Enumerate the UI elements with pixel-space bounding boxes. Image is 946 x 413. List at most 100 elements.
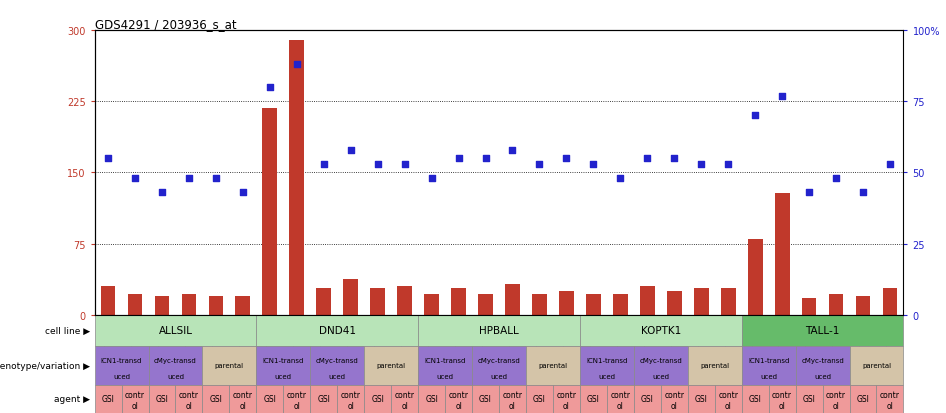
Bar: [747, 239, 762, 315]
Bar: [478, 294, 493, 315]
Bar: [370, 288, 385, 315]
Text: cell line ▶: cell line ▶: [44, 326, 90, 335]
Point: [182, 175, 197, 182]
Bar: [310, 346, 364, 385]
Text: ICN1-transd: ICN1-transd: [101, 358, 142, 363]
Bar: [532, 294, 547, 315]
Point: [801, 190, 816, 196]
Point: [639, 155, 655, 162]
Text: GSI: GSI: [533, 394, 546, 403]
Text: uced: uced: [437, 373, 453, 379]
Text: GSI: GSI: [101, 394, 114, 403]
Bar: [451, 288, 466, 315]
Bar: [607, 385, 634, 413]
Point: [667, 155, 682, 162]
Text: DND41: DND41: [319, 325, 356, 335]
Text: cMyc-transd: cMyc-transd: [639, 358, 682, 363]
Point: [451, 155, 466, 162]
Text: cMyc-transd: cMyc-transd: [154, 358, 197, 363]
Text: ol: ol: [401, 401, 408, 411]
Point: [613, 175, 628, 182]
Text: GSI: GSI: [263, 394, 276, 403]
Text: uced: uced: [275, 373, 291, 379]
Bar: [310, 385, 337, 413]
Bar: [229, 385, 256, 413]
Bar: [505, 285, 520, 315]
Bar: [693, 288, 709, 315]
Bar: [343, 279, 359, 315]
Text: contr: contr: [718, 390, 738, 399]
Bar: [801, 298, 816, 315]
Bar: [742, 315, 903, 346]
Point: [532, 161, 547, 168]
Bar: [256, 346, 310, 385]
Bar: [472, 346, 526, 385]
Bar: [472, 385, 499, 413]
Text: ICN1-transd: ICN1-transd: [587, 358, 627, 363]
Text: parental: parental: [377, 362, 406, 368]
Text: uced: uced: [599, 373, 615, 379]
Text: uced: uced: [114, 373, 130, 379]
Bar: [639, 287, 655, 315]
Bar: [850, 346, 903, 385]
Bar: [586, 294, 601, 315]
Text: ol: ol: [617, 401, 623, 411]
Point: [370, 161, 385, 168]
Bar: [121, 385, 149, 413]
Text: cMyc-transd: cMyc-transd: [801, 358, 844, 363]
Bar: [742, 346, 796, 385]
Text: ol: ol: [293, 401, 300, 411]
Bar: [613, 294, 628, 315]
Text: GSI: GSI: [371, 394, 384, 403]
Text: ol: ol: [131, 401, 138, 411]
Bar: [95, 315, 256, 346]
Text: cMyc-transd: cMyc-transd: [316, 358, 359, 363]
Text: ol: ol: [832, 401, 839, 411]
Point: [747, 113, 762, 119]
Text: HPBALL: HPBALL: [479, 325, 519, 335]
Bar: [580, 315, 742, 346]
Bar: [128, 294, 143, 315]
Text: agent ▶: agent ▶: [54, 394, 90, 403]
Point: [208, 175, 223, 182]
Bar: [688, 346, 742, 385]
Point: [100, 155, 115, 162]
Text: ol: ol: [455, 401, 462, 411]
Point: [236, 190, 251, 196]
Point: [343, 147, 359, 154]
Point: [586, 161, 601, 168]
Bar: [289, 40, 305, 315]
Bar: [149, 385, 176, 413]
Point: [424, 175, 439, 182]
Text: uced: uced: [167, 373, 184, 379]
Bar: [337, 385, 364, 413]
Bar: [823, 385, 850, 413]
Text: contr: contr: [448, 390, 468, 399]
Point: [262, 84, 277, 91]
Bar: [236, 296, 251, 315]
Text: ol: ol: [239, 401, 246, 411]
Bar: [883, 288, 898, 315]
Bar: [667, 291, 682, 315]
Text: uced: uced: [491, 373, 507, 379]
Text: parental: parental: [215, 362, 244, 368]
Text: uced: uced: [329, 373, 345, 379]
Bar: [580, 385, 607, 413]
Text: uced: uced: [815, 373, 831, 379]
Bar: [154, 296, 169, 315]
Text: GSI: GSI: [587, 394, 600, 403]
Text: ol: ol: [563, 401, 569, 411]
Text: GSI: GSI: [479, 394, 492, 403]
Text: ICN1-transd: ICN1-transd: [425, 358, 465, 363]
Text: GSI: GSI: [209, 394, 222, 403]
Bar: [796, 385, 823, 413]
Bar: [876, 385, 903, 413]
Text: parental: parental: [700, 362, 729, 368]
Bar: [829, 294, 844, 315]
Text: contr: contr: [287, 390, 307, 399]
Bar: [208, 296, 223, 315]
Bar: [418, 385, 446, 413]
Text: contr: contr: [179, 390, 199, 399]
Text: GDS4291 / 203936_s_at: GDS4291 / 203936_s_at: [95, 18, 236, 31]
Point: [316, 161, 331, 168]
